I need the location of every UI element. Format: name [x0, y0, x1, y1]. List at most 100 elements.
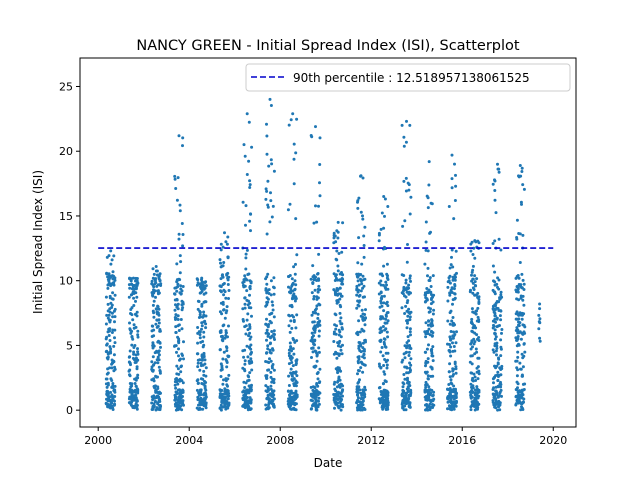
scatter-point	[175, 364, 179, 368]
scatter-point	[266, 205, 270, 209]
scatter-point	[364, 316, 367, 320]
scatter-point	[355, 284, 359, 288]
scatter-point	[270, 311, 274, 315]
scatter-point	[175, 350, 178, 354]
scatter-point	[295, 381, 299, 384]
scatter-point	[110, 379, 114, 382]
scatter-point	[452, 330, 456, 334]
scatter-point	[469, 249, 473, 253]
scatter-point	[497, 237, 501, 241]
scatter-point	[150, 360, 154, 364]
scatter-point	[426, 374, 430, 378]
scatter-point	[130, 335, 134, 338]
scatter-point	[425, 347, 429, 351]
scatter-point	[196, 326, 200, 329]
scatter-point	[336, 220, 340, 224]
scatter-point	[106, 405, 110, 409]
scatter-point	[360, 397, 364, 401]
scatter-point	[249, 398, 253, 402]
scatter-point	[150, 367, 154, 371]
scatter-point	[453, 403, 457, 407]
scatter-point	[176, 382, 180, 386]
scatter-point	[175, 262, 179, 266]
scatter-point	[477, 339, 481, 342]
scatter-point	[469, 347, 473, 351]
scatter-point	[243, 296, 247, 300]
scatter-point	[499, 309, 503, 313]
scatter-point	[332, 233, 336, 237]
scatter-point	[248, 331, 252, 335]
scatter-point	[266, 179, 270, 183]
scatter-point	[104, 295, 108, 299]
scatter-point	[336, 398, 340, 401]
scatter-point	[494, 211, 498, 215]
scatter-point	[106, 355, 110, 359]
scatter-point	[494, 406, 498, 410]
scatter-point	[244, 381, 248, 385]
scatter-point	[317, 334, 321, 338]
scatter-point	[151, 346, 155, 350]
scatter-point	[312, 320, 316, 324]
scatter-point	[405, 326, 409, 330]
scatter-point	[221, 357, 225, 361]
scatter-point	[492, 386, 496, 390]
scatter-point	[521, 298, 525, 302]
scatter-point	[517, 323, 520, 327]
x-tick-label: 2020	[539, 434, 567, 447]
scatter-point	[336, 341, 340, 345]
scatter-point	[292, 384, 296, 388]
scatter-point	[401, 401, 404, 405]
scatter-point	[377, 362, 381, 366]
scatter-point	[450, 177, 454, 181]
scatter-point	[293, 391, 297, 395]
scatter-point	[195, 388, 199, 392]
scatter-point	[339, 369, 343, 373]
scatter-point	[452, 287, 456, 291]
scatter-point	[314, 402, 318, 406]
scatter-point	[497, 170, 501, 174]
scatter-point	[470, 400, 474, 404]
scatter-point	[334, 327, 338, 331]
scatter-point	[198, 309, 202, 313]
scatter-point	[494, 320, 497, 324]
legend-label: 90th percentile : 12.518957138061525	[293, 71, 530, 85]
scatter-point	[179, 287, 183, 291]
scatter-point	[333, 323, 337, 327]
scatter-point	[518, 321, 522, 325]
scatter-point	[451, 275, 455, 279]
scatter-point	[454, 249, 458, 253]
scatter-point	[266, 396, 270, 400]
scatter-point	[198, 330, 202, 334]
scatter-point	[407, 310, 411, 314]
scatter-point	[219, 408, 223, 412]
scatter-point	[470, 339, 474, 343]
scatter-point	[517, 400, 521, 404]
scatter-point	[110, 366, 114, 370]
scatter-point	[112, 389, 116, 393]
scatter-point	[402, 144, 406, 148]
scatter-point	[425, 331, 429, 335]
scatter-point	[446, 400, 450, 404]
scatter-point	[204, 388, 208, 392]
scatter-point	[477, 372, 481, 376]
scatter-point	[290, 277, 294, 281]
scatter-point	[291, 112, 295, 116]
scatter-point	[133, 361, 137, 364]
scatter-point	[379, 301, 383, 305]
scatter-point	[173, 286, 177, 290]
scatter-point	[454, 392, 458, 395]
scatter-point	[243, 362, 247, 366]
scatter-point	[181, 285, 185, 288]
scatter-point	[178, 203, 182, 207]
scatter-point	[241, 200, 245, 204]
scatter-point	[248, 361, 252, 365]
scatter-point	[379, 350, 383, 354]
scatter-point	[383, 197, 387, 201]
scatter-point	[266, 344, 270, 348]
scatter-point	[357, 304, 361, 308]
scatter-point	[477, 394, 481, 398]
scatter-point	[452, 397, 456, 401]
scatter-point	[177, 232, 181, 236]
scatter-point	[294, 408, 298, 412]
scatter-point	[496, 162, 499, 166]
